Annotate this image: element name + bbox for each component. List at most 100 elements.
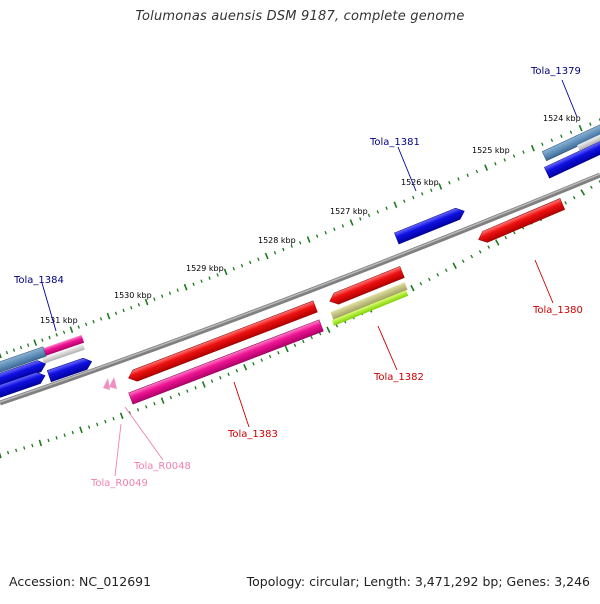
gene-tola-1380[interactable] [476, 198, 566, 246]
scale-tick [541, 142, 544, 146]
gene-tola-1382-pseudo[interactable] [330, 282, 408, 320]
scale-tick [569, 130, 573, 134]
scale-label-1529: 1529 kbp [186, 264, 224, 273]
scale-tick [62, 330, 66, 335]
scale-tick [227, 372, 230, 376]
scale-tick [55, 333, 58, 337]
gene-tola-1384-forward[interactable] [46, 356, 93, 383]
scale-tick [48, 335, 51, 340]
scale-tick [457, 177, 460, 181]
scale-label-1528: 1528 kbp [258, 236, 296, 245]
scale-tick [169, 395, 173, 400]
scale-tick [560, 134, 563, 138]
gene-tola-1381[interactable] [394, 206, 466, 245]
scale-tick [15, 448, 18, 452]
scale-tick [192, 282, 195, 286]
scale-tick [512, 154, 516, 158]
scale-label-1524: 1524 kbp [543, 114, 581, 123]
label-tola-1380[interactable]: Tola_1380 [532, 305, 583, 316]
scale-tick [403, 199, 406, 203]
scale-tick [200, 279, 203, 283]
scale-tick [153, 297, 156, 301]
scale-tick [153, 401, 156, 406]
scale-tick [589, 122, 592, 126]
scale-tick [260, 358, 263, 362]
scale-label-1526: 1526 kbp [401, 178, 439, 187]
gene-tola-1384-rna[interactable] [40, 335, 85, 357]
scale-tick [235, 369, 239, 373]
scale-tick [0, 452, 2, 459]
gene-left-forward[interactable] [0, 358, 48, 388]
label-tola-1384[interactable]: Tola_1384 [13, 275, 64, 286]
scale-tick [302, 339, 305, 344]
scale-tick [333, 227, 336, 232]
scale-tick [55, 436, 58, 440]
scale-tick [487, 245, 491, 249]
inner-scale-ticks [0, 180, 600, 459]
scale-tick [248, 260, 252, 265]
map-title: Tolumonas auensis DSM 9187, complete gen… [135, 9, 465, 24]
label-tola-1383[interactable]: Tola_1383 [227, 429, 278, 440]
scale-tick [208, 276, 211, 280]
gene-left-other[interactable] [0, 346, 47, 375]
scale-tick [19, 345, 23, 350]
scale-tick [484, 164, 489, 171]
scale-tick [359, 217, 362, 221]
scale-tick [186, 389, 189, 393]
scale-tick [137, 303, 141, 307]
gene-tola-1383[interactable] [128, 319, 324, 405]
scale-tick [478, 250, 482, 254]
scale-tick [419, 281, 423, 286]
scale-tick [106, 312, 111, 320]
label-tola-1379[interactable]: Tola_1379 [530, 66, 581, 77]
gene-tola-r0048-r0049[interactable] [103, 377, 117, 390]
scale-tick [41, 338, 44, 342]
callout-lines [41, 79, 578, 477]
gene-tola-1382[interactable] [331, 290, 409, 326]
label-tola-r0049[interactable]: Tola_R0049 [90, 478, 148, 489]
genome-summary-text: Topology: circular; Length: 3,471,292 bp… [246, 574, 590, 589]
scale-tick [410, 284, 415, 292]
scale-tick [257, 257, 260, 261]
scale-tick [522, 150, 525, 154]
scale-tick [160, 397, 165, 404]
scale-tick [430, 188, 433, 192]
scale-tick [438, 183, 443, 190]
gene-tola-1379-other[interactable] [541, 115, 600, 162]
scale-tick [219, 375, 222, 380]
gene-tola-1379-grey[interactable] [577, 130, 600, 151]
scale-tick [550, 138, 554, 142]
scale-tick [315, 234, 319, 238]
label-tola-1381[interactable]: Tola_1381 [369, 137, 420, 148]
label-tola-1382[interactable]: Tola_1382 [373, 372, 424, 383]
gene-left-forward-2[interactable] [0, 370, 47, 403]
scale-tick [530, 144, 535, 152]
scale-tick [420, 192, 424, 196]
scale-tick [92, 319, 95, 324]
scale-tick [578, 124, 583, 132]
scale-tick [436, 273, 440, 277]
scale-tick [84, 322, 88, 327]
gene-tola-1383-red[interactable] [126, 300, 318, 384]
scale-tick [216, 273, 219, 277]
scale-tick [5, 350, 9, 355]
label-tola-r0048[interactable]: Tola_R0048 [133, 461, 191, 472]
scale-tick [23, 446, 26, 450]
scale-tick [367, 213, 371, 218]
scale-tick [412, 195, 415, 200]
scale-tick [277, 351, 280, 355]
scale-tick [428, 277, 431, 282]
scale-tick [71, 430, 74, 435]
scale-tick [177, 392, 181, 397]
scale-tick [252, 361, 255, 366]
scale-tick [452, 262, 457, 269]
scale-tick [38, 439, 43, 447]
scale-tick [298, 241, 302, 245]
scale-tick [461, 259, 465, 263]
scale-tick [284, 345, 289, 353]
gene-tola-1384-grey[interactable] [42, 344, 85, 364]
gene-tola-1382-red[interactable] [328, 266, 405, 306]
scale-tick [273, 251, 277, 255]
